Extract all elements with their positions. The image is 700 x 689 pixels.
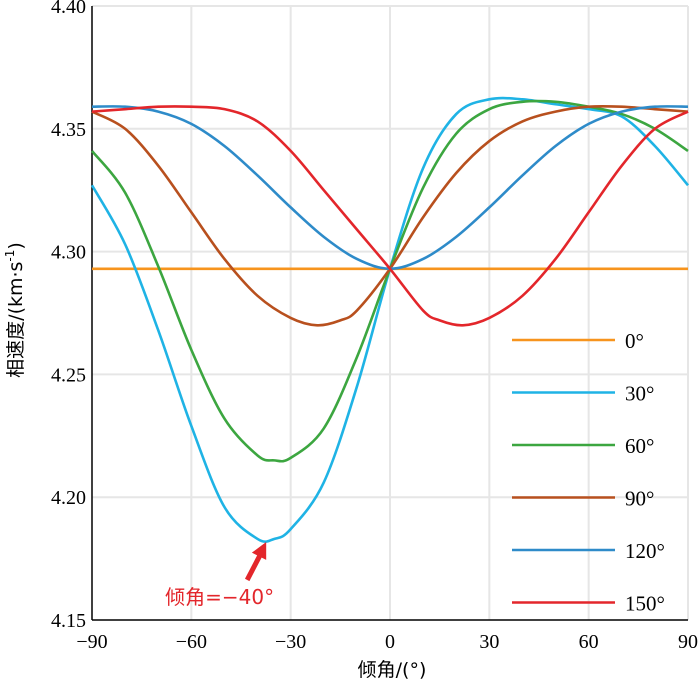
series-line-3 — [91, 104, 689, 327]
axes — [91, 6, 688, 621]
x-tick-label: 0 — [385, 631, 395, 653]
x-tick-label: 90 — [678, 631, 698, 653]
y-axis-title-close: ) — [5, 242, 27, 249]
y-tick-label: 4.30 — [51, 242, 86, 264]
series-line-2 — [90, 99, 689, 463]
x-axis-title: 倾角/(°) — [358, 659, 427, 681]
x-tick-label: −60 — [176, 631, 207, 653]
y-axis-title: 相速度/(km·s-1) — [3, 242, 27, 378]
tick-labels: −90 −60 −30 0 30 60 90 4.15 4.20 4.25 4.30 4.35 4.40 — [51, 0, 698, 653]
annotation-arrowhead — [251, 541, 267, 560]
y-axis-title-exponent: -1 — [3, 250, 17, 262]
legend-label-2: 60° — [625, 434, 654, 458]
y-tick-label: 4.35 — [51, 119, 86, 141]
legend-label-5: 150° — [625, 592, 665, 616]
x-tick-label: −90 — [76, 631, 107, 653]
y-axis-title-main: 相速度/(km·s — [5, 262, 27, 378]
legend-label-1: 30° — [625, 382, 654, 406]
legend-label-3: 90° — [625, 487, 654, 511]
series-line-1 — [90, 96, 689, 544]
annotation: 倾角=−40° — [165, 541, 274, 609]
y-tick-label: 4.25 — [51, 364, 86, 386]
legend: 0° 30° 60° 90° 120° 150° — [512, 329, 665, 616]
series-group — [90, 96, 689, 544]
x-tick-label: 60 — [579, 631, 599, 653]
y-tick-label: 4.20 — [51, 487, 86, 509]
x-tick-label: 30 — [479, 631, 499, 653]
y-tick-label: 4.40 — [51, 0, 86, 18]
x-tick-label: −30 — [275, 631, 306, 653]
legend-label-0: 0° — [625, 329, 644, 353]
y-tick-label: 4.15 — [51, 610, 86, 632]
legend-label-4: 120° — [625, 539, 665, 563]
series-line-5 — [91, 105, 689, 327]
grid — [92, 5, 689, 620]
annotation-label: 倾角=−40° — [165, 585, 274, 609]
annotation-arrow — [244, 553, 263, 582]
